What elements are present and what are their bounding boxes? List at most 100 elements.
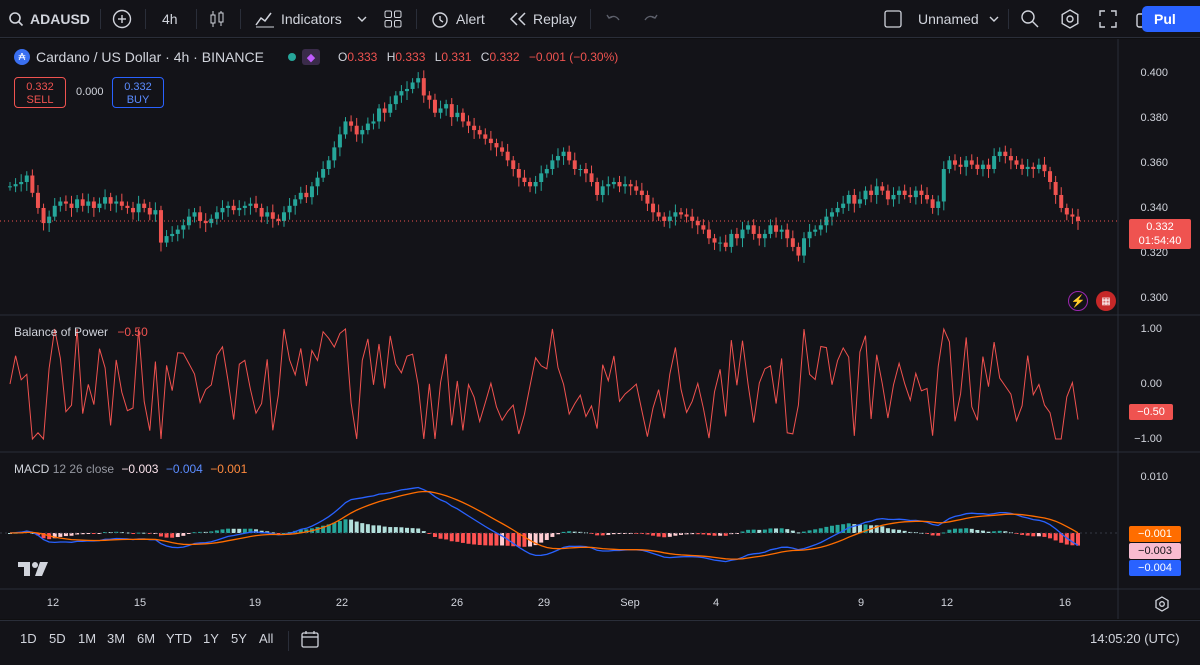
range-all[interactable]: All bbox=[259, 631, 274, 646]
publish-button[interactable]: Pul bbox=[1142, 6, 1200, 32]
buy-button[interactable]: 0.332 BUY bbox=[112, 77, 164, 108]
candle-body bbox=[505, 151, 510, 161]
settings-button[interactable] bbox=[1060, 0, 1080, 38]
bop-tick: 0.00 bbox=[1140, 378, 1162, 390]
macd-histogram-bar bbox=[936, 533, 941, 536]
macd-name: MACD bbox=[14, 462, 50, 476]
macd-histogram-bar bbox=[248, 528, 253, 533]
candle-body bbox=[623, 184, 628, 187]
macd-histogram-bar bbox=[41, 533, 46, 539]
macd-histogram-bar bbox=[578, 531, 583, 533]
candle-body bbox=[712, 238, 717, 243]
layout-dropdown[interactable] bbox=[988, 0, 1000, 38]
range-1d[interactable]: 1D bbox=[20, 631, 37, 646]
macd-histogram-bar bbox=[857, 524, 862, 533]
low-value: 0.331 bbox=[441, 50, 472, 64]
range-6m[interactable]: 6M bbox=[137, 631, 156, 646]
range-5d[interactable]: 5D bbox=[49, 631, 66, 646]
candle-body bbox=[533, 182, 538, 187]
macd-histogram-bar bbox=[332, 522, 337, 533]
price-tick: 0.360 bbox=[1140, 157, 1168, 169]
candle-body bbox=[578, 169, 583, 171]
range-1m[interactable]: 1M bbox=[78, 631, 97, 646]
candle-body bbox=[488, 138, 493, 144]
candle-body bbox=[863, 190, 868, 200]
ideas-icon[interactable]: ◆ bbox=[301, 49, 320, 65]
range-3m[interactable]: 3M bbox=[107, 631, 126, 646]
candle-body bbox=[131, 207, 136, 213]
sell-button[interactable]: 0.332 SELL bbox=[14, 77, 66, 108]
candle-body bbox=[35, 192, 40, 208]
quick-search-button[interactable] bbox=[1020, 0, 1040, 38]
utc-clock[interactable]: 14:05:20 (UTC) bbox=[1090, 631, 1180, 646]
fullscreen-button[interactable] bbox=[1099, 0, 1117, 38]
candle-body bbox=[170, 233, 175, 237]
replay-button[interactable]: Replay bbox=[509, 0, 577, 38]
macd-histogram-bar bbox=[175, 533, 180, 538]
macd-histogram-bar bbox=[131, 533, 136, 534]
symbol-search-button[interactable]: ADAUSD bbox=[8, 0, 90, 38]
candle-body bbox=[343, 121, 348, 135]
range-1y[interactable]: 1Y bbox=[203, 631, 219, 646]
candle-body bbox=[108, 197, 113, 204]
macd-histogram-bar bbox=[237, 528, 242, 533]
macd-histogram-bar bbox=[388, 527, 393, 533]
time-tick: 12 bbox=[46, 597, 60, 609]
layouts-button[interactable] bbox=[384, 0, 402, 38]
candle-body bbox=[1036, 164, 1041, 170]
macd-histogram-bar bbox=[723, 533, 728, 536]
candle-body bbox=[472, 125, 477, 131]
candle-body bbox=[19, 182, 24, 185]
redo-button[interactable] bbox=[643, 0, 659, 38]
calendar-range-icon[interactable] bbox=[300, 629, 320, 649]
macd-histogram-bar bbox=[455, 533, 460, 542]
chevron-down-icon bbox=[989, 16, 999, 22]
candle-body bbox=[30, 175, 35, 193]
chart-area[interactable]: ₳ Cardano / US Dollar · 4h · BINANCE ◆ O… bbox=[0, 39, 1200, 619]
candle-body bbox=[114, 201, 119, 204]
candle-body bbox=[13, 184, 18, 187]
indicators-button[interactable]: Indicators bbox=[255, 0, 342, 38]
candle-body bbox=[231, 205, 236, 211]
candle-body bbox=[382, 108, 387, 113]
macd-legend: MACD 12 26 close −0.003 −0.004 −0.001 bbox=[14, 462, 247, 476]
layout-name-label: Unnamed bbox=[918, 11, 979, 27]
interval-button[interactable]: 4h bbox=[162, 0, 178, 38]
candle-body bbox=[349, 121, 354, 126]
candle-body bbox=[997, 151, 1002, 157]
cardano-logo-icon: ₳ bbox=[14, 49, 30, 65]
us-flag-icon[interactable]: ▦ bbox=[1096, 291, 1116, 311]
macd-histogram-bar bbox=[572, 531, 577, 533]
macd-histogram-bar bbox=[35, 533, 40, 536]
range-ytd[interactable]: YTD bbox=[166, 631, 192, 646]
layout-checkbox[interactable] bbox=[884, 0, 902, 38]
replay-label: Replay bbox=[533, 11, 577, 27]
chart-canvas[interactable] bbox=[0, 39, 1200, 619]
candle-body bbox=[416, 78, 421, 83]
candle-body bbox=[902, 190, 907, 195]
chart-type-button[interactable] bbox=[208, 0, 226, 38]
gear-icon bbox=[1061, 9, 1079, 29]
candle-body bbox=[377, 108, 382, 122]
indicators-dropdown[interactable] bbox=[356, 0, 368, 38]
axis-settings-icon[interactable] bbox=[1154, 596, 1170, 612]
time-tick: 29 bbox=[537, 597, 551, 609]
layout-name-button[interactable]: Unnamed bbox=[918, 0, 979, 38]
candle-body bbox=[980, 164, 985, 170]
candle-body bbox=[444, 104, 449, 109]
macd-histogram-bar bbox=[802, 531, 807, 533]
alert-button[interactable]: Alert bbox=[430, 0, 485, 38]
candle-body bbox=[751, 225, 756, 234]
compare-button[interactable] bbox=[112, 0, 132, 38]
macd-histogram-bar bbox=[533, 533, 538, 546]
candle-body bbox=[427, 95, 432, 100]
range-5y[interactable]: 5Y bbox=[231, 631, 247, 646]
lightning-icon[interactable]: ⚡ bbox=[1068, 291, 1088, 311]
undo-button[interactable] bbox=[605, 0, 621, 38]
macd-tick: 0.010 bbox=[1140, 471, 1168, 483]
macd-histogram-bar bbox=[337, 521, 342, 533]
candle-body bbox=[321, 169, 326, 178]
candle-body bbox=[103, 197, 108, 204]
candle-body bbox=[147, 207, 152, 215]
market-status-icon[interactable] bbox=[287, 53, 296, 61]
